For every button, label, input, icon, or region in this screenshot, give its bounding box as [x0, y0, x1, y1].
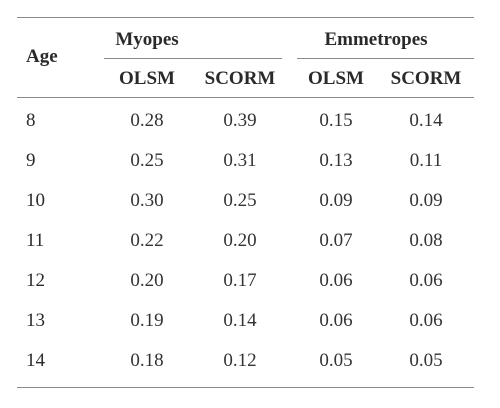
value-cell: 0.11 [409, 150, 443, 171]
value-cell: 0.15 [319, 110, 353, 131]
value-cell: 0.08 [409, 230, 443, 251]
age-cell: 11 [26, 230, 45, 251]
value-cell: 0.30 [130, 190, 164, 211]
myopes-group-rule [104, 58, 282, 59]
value-cell: 0.06 [319, 310, 353, 331]
value-cell: 0.17 [223, 270, 257, 291]
value-cell: 0.06 [319, 270, 353, 291]
age-cell: 10 [26, 190, 45, 211]
value-cell: 0.31 [223, 150, 257, 171]
myopes-olsm-header: OLSM [119, 68, 175, 89]
value-cell: 0.09 [409, 190, 443, 211]
value-cell: 0.05 [409, 350, 443, 371]
value-cell: 0.05 [319, 350, 353, 371]
value-cell: 0.09 [319, 190, 353, 211]
age-cell: 14 [26, 350, 45, 371]
myopes-group-header: Myopes [115, 29, 179, 50]
emmetropes-olsm-header: OLSM [308, 68, 364, 89]
table-top-rule [17, 17, 474, 18]
value-cell: 0.13 [319, 150, 353, 171]
value-cell: 0.14 [409, 110, 443, 131]
value-cell: 0.18 [130, 350, 164, 371]
value-cell: 0.06 [409, 270, 443, 291]
table-bottom-rule [17, 387, 474, 388]
emmetropes-scorm-header: SCORM [390, 68, 462, 89]
age-cell: 13 [26, 310, 45, 331]
value-cell: 0.12 [223, 350, 257, 371]
value-cell: 0.07 [319, 230, 353, 251]
emmetropes-group-header: Emmetropes [324, 29, 428, 50]
age-column-header: Age [26, 46, 58, 67]
age-cell: 9 [26, 150, 36, 171]
value-cell: 0.20 [223, 230, 257, 251]
value-cell: 0.14 [223, 310, 257, 331]
value-cell: 0.22 [130, 230, 164, 251]
value-cell: 0.39 [223, 110, 257, 131]
value-cell: 0.25 [223, 190, 257, 211]
value-cell: 0.25 [130, 150, 164, 171]
header-bottom-rule [17, 97, 474, 98]
value-cell: 0.20 [130, 270, 164, 291]
age-cell: 8 [26, 110, 36, 131]
value-cell: 0.28 [130, 110, 164, 131]
emmetropes-group-rule [297, 58, 474, 59]
value-cell: 0.19 [130, 310, 164, 331]
age-cell: 12 [26, 270, 45, 291]
myopes-scorm-header: SCORM [204, 68, 276, 89]
value-cell: 0.06 [409, 310, 443, 331]
